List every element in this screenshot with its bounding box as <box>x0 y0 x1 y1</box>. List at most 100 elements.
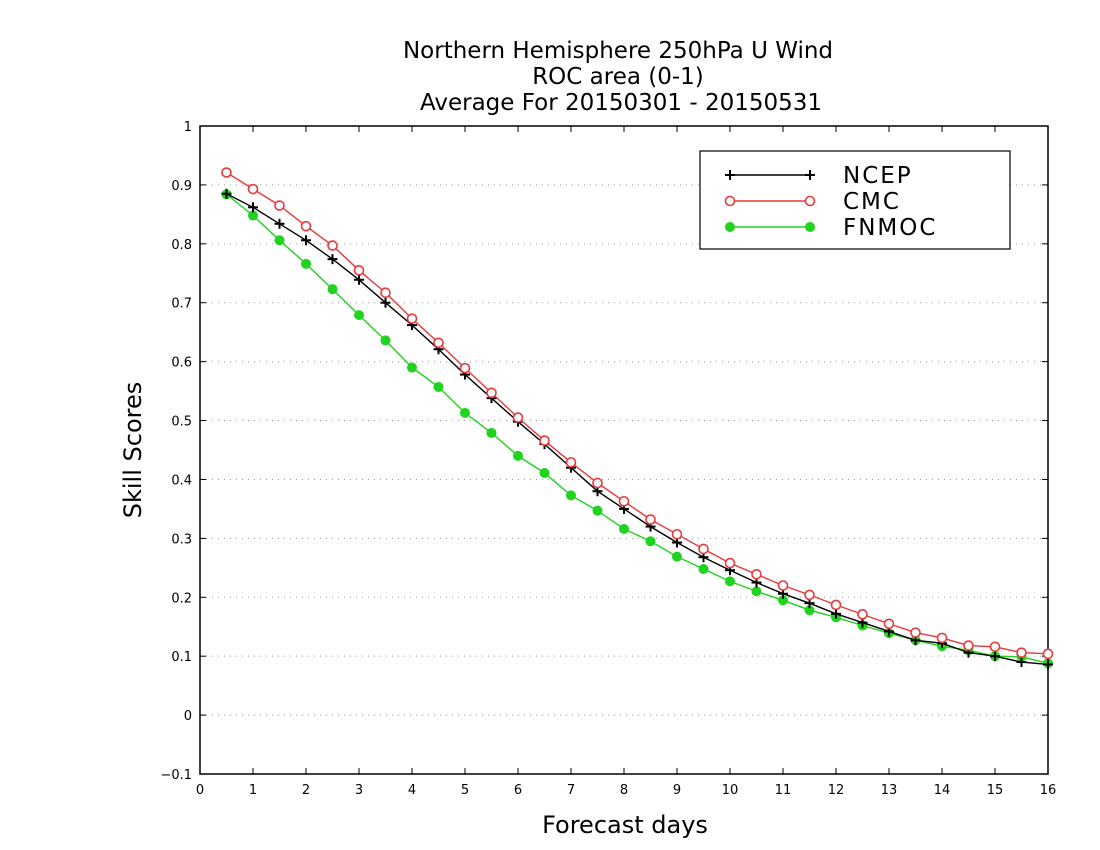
chart-title-line-3: Average For 20150301 - 20150531 <box>420 90 822 116</box>
y-axis-label: Skill Scores <box>119 382 147 519</box>
legend-label-ncep: NCEP <box>843 163 913 189</box>
x-tick-label: 5 <box>461 783 469 798</box>
data-point-cmc <box>618 495 630 507</box>
data-point-cmc <box>671 528 683 540</box>
data-point-cmc <box>221 167 232 178</box>
legend-marker-ncep <box>805 170 815 180</box>
data-point-fnmoc <box>380 335 391 346</box>
y-tick-label: 0.2 <box>171 591 192 606</box>
legend-item-ncep: NCEP <box>725 163 913 189</box>
data-point-cmc <box>645 514 656 525</box>
data-point-cmc <box>698 543 709 555</box>
data-point-ncep <box>274 218 285 229</box>
data-point-ncep <box>1016 657 1027 668</box>
legend-marker-ncep <box>725 170 735 180</box>
y-tick-label: 0.7 <box>171 297 192 312</box>
x-tick-label: 12 <box>828 783 845 798</box>
x-tick-label: 4 <box>408 783 416 798</box>
data-point-fnmoc <box>354 310 364 321</box>
legend-box <box>699 150 1011 250</box>
y-tick-label: 0.5 <box>171 415 192 430</box>
x-tick-label: 6 <box>514 783 522 798</box>
x-axis-label: Forecast days <box>542 811 708 839</box>
data-point-fnmoc <box>592 505 603 516</box>
data-point-fnmoc <box>619 523 629 534</box>
plot-frame <box>199 125 1049 775</box>
data-point-ncep <box>221 188 232 199</box>
data-point-cmc <box>539 435 550 446</box>
data-point-cmc <box>777 580 789 591</box>
data-point-fnmoc <box>566 490 576 501</box>
y-tick-label: 0.3 <box>171 532 192 547</box>
x-tick-label: 13 <box>881 783 898 798</box>
data-point-fnmoc <box>486 427 497 438</box>
data-point-cmc <box>804 589 815 601</box>
series-ncep <box>221 188 1053 670</box>
data-point-cmc <box>883 618 895 630</box>
legend-label-cmc: CMC <box>843 189 901 215</box>
data-point-fnmoc <box>407 362 417 373</box>
legend-item-fnmoc: FNMOC <box>725 215 937 241</box>
data-point-cmc <box>459 362 471 374</box>
data-point-fnmoc <box>698 563 709 574</box>
data-point-fnmoc <box>433 381 444 392</box>
chart-title-line-2: ROC area (0-1) <box>532 64 704 90</box>
axis-ticks: −0.100.10.20.30.40.50.60.70.80.910 1 2 3 4 5 6… <box>160 120 1056 798</box>
x-tick-label: 16 <box>1040 783 1057 798</box>
series-layer <box>221 167 1054 670</box>
data-point-fnmoc <box>672 551 682 562</box>
data-point-ncep <box>1043 659 1053 670</box>
data-point-cmc <box>1042 648 1054 660</box>
data-point-fnmoc <box>301 258 311 269</box>
legend-marker-cmc <box>724 195 736 207</box>
data-point-cmc <box>327 240 338 251</box>
data-point-cmc <box>406 313 418 324</box>
series-line-fnmoc <box>226 193 1049 664</box>
data-point-ncep <box>990 651 1000 662</box>
y-tick-label: 0.9 <box>171 179 192 194</box>
legend-item-cmc: CMC <box>724 189 901 215</box>
legend-marker-cmc <box>804 195 816 207</box>
data-point-fnmoc <box>274 235 285 246</box>
legend-label-fnmoc: FNMOC <box>843 215 937 241</box>
x-tick-label: 11 <box>775 783 792 798</box>
y-tick-label: 0.1 <box>171 650 192 665</box>
data-point-cmc <box>247 183 259 195</box>
data-point-cmc <box>751 568 762 580</box>
data-point-ncep <box>354 274 364 285</box>
grid <box>200 184 1048 716</box>
data-point-cmc <box>486 387 497 399</box>
data-point-cmc <box>274 200 285 211</box>
data-point-ncep <box>380 297 391 308</box>
y-tick-label: −0.1 <box>160 768 192 783</box>
legend-marker-fnmoc <box>725 222 735 232</box>
x-tick-label: 0 <box>196 783 204 798</box>
x-tick-label: 1 <box>249 783 257 798</box>
data-point-cmc <box>1016 647 1027 658</box>
data-point-fnmoc <box>248 210 258 221</box>
data-point-ncep <box>327 254 338 265</box>
data-point-cmc <box>936 632 948 644</box>
chart-title: Northern Hemisphere 250hPa U Wind ROC ar… <box>403 38 833 116</box>
series-cmc <box>221 167 1054 660</box>
x-tick-label: 15 <box>987 783 1004 798</box>
x-tick-label: 9 <box>673 783 681 798</box>
data-point-cmc <box>989 641 1001 653</box>
x-tick-label: 7 <box>567 783 575 798</box>
data-point-cmc <box>963 640 974 651</box>
x-tick-label: 8 <box>620 783 628 798</box>
data-point-cmc <box>380 287 391 299</box>
data-point-cmc <box>724 557 736 569</box>
y-tick-label: 0.4 <box>171 473 192 488</box>
data-point-cmc <box>300 220 312 232</box>
y-tick-label: 0 <box>184 709 192 724</box>
series-line-ncep <box>226 193 1049 666</box>
data-point-ncep <box>301 235 311 246</box>
data-point-cmc <box>592 477 603 489</box>
data-point-cmc <box>857 609 868 620</box>
x-tick-label: 3 <box>355 783 363 798</box>
data-point-fnmoc <box>327 284 338 295</box>
data-point-fnmoc <box>513 450 523 461</box>
data-point-cmc <box>565 457 577 468</box>
